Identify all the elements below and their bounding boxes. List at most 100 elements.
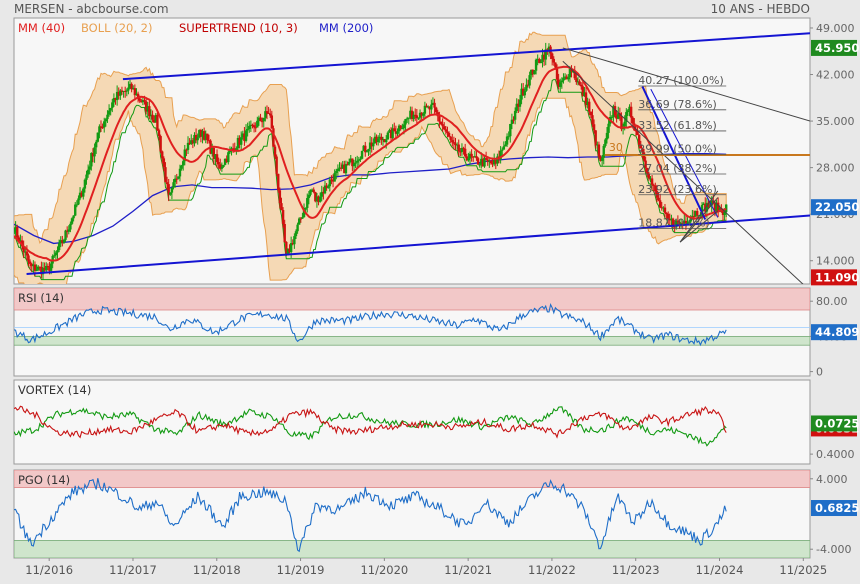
candle-body: [72, 215, 75, 219]
candle-body: [418, 112, 422, 118]
x-tick-label: 11/2017: [109, 563, 157, 577]
panels: 40.27 (100.0%) 36.69 (78.6%) 33.52 (61.8%)…: [13, 17, 859, 559]
candle-body: [520, 88, 523, 100]
candle-body: [120, 90, 124, 92]
candle-body: [101, 127, 104, 129]
candle-body: [310, 189, 314, 191]
candle-body: [646, 167, 649, 174]
candle-body: [702, 203, 705, 206]
candle-body: [43, 267, 46, 271]
candle-body: [412, 114, 415, 119]
candle-body: [17, 237, 21, 243]
fib-label: 33.52 (61.8%): [638, 119, 717, 132]
candle-body: [202, 131, 206, 140]
candle-body: [320, 191, 323, 197]
candle-body: [325, 185, 328, 188]
candle-body: [259, 117, 262, 122]
candle-body: [267, 113, 270, 115]
candle-body: [496, 156, 499, 164]
pgo-last-value: 0.6825: [815, 501, 859, 515]
candle-body: [107, 110, 111, 115]
candle-body: [231, 148, 235, 150]
candle-body: [85, 174, 88, 180]
candle-body: [499, 150, 502, 160]
candle-body: [675, 220, 678, 228]
vortex-minus-line: [14, 405, 727, 439]
candle-body: [378, 136, 381, 139]
candle-body: [663, 207, 667, 213]
candle-body: [106, 114, 109, 120]
vortex-legend: VORTEX (14): [18, 383, 91, 397]
candle-body: [444, 129, 448, 132]
candle-body: [491, 163, 494, 165]
candle-body: [713, 203, 717, 213]
candle-body: [204, 133, 207, 140]
candle-body: [331, 179, 335, 182]
candle-body: [272, 128, 275, 147]
candle-body: [523, 90, 526, 96]
candle-body: [103, 121, 106, 128]
candle-body: [109, 108, 112, 111]
chart-title: MERSEN - abcbourse.com: [14, 2, 169, 16]
candle-body: [173, 178, 177, 183]
candle-body: [594, 130, 597, 146]
candle-body: [352, 163, 356, 167]
candle-body: [143, 100, 146, 102]
candle-body: [344, 164, 348, 174]
candle-body: [315, 196, 319, 202]
candle-body: [401, 128, 404, 130]
candle-body: [550, 53, 554, 59]
candle-body: [712, 201, 715, 204]
candle-body: [676, 220, 680, 222]
candle-body: [33, 264, 37, 271]
candle-body: [196, 137, 199, 141]
candle-body: [679, 222, 683, 225]
candle-body: [214, 154, 217, 159]
trendline: [650, 88, 719, 218]
candle-body: [637, 135, 641, 145]
candle-body: [122, 90, 125, 92]
candle-body: [692, 216, 696, 218]
candle-body: [341, 164, 344, 169]
candle-body: [492, 160, 496, 165]
candle-body: [644, 160, 647, 168]
candle-body: [212, 147, 216, 159]
candle-body: [257, 117, 261, 121]
vortex-plus-value: 0.0725: [815, 416, 859, 430]
x-tick-label: 11/2020: [360, 563, 408, 577]
candle-body: [591, 115, 594, 125]
pgo-last-value-box: [811, 500, 857, 517]
candle-body: [605, 132, 609, 140]
candle-body: [612, 106, 615, 117]
candle-body: [620, 116, 623, 130]
candle-body: [439, 121, 443, 125]
candle-body: [568, 68, 572, 78]
supertrend-line: [14, 79, 727, 281]
candle-body: [16, 226, 19, 238]
candle-body: [399, 125, 402, 129]
candle-body: [652, 184, 655, 186]
candle-body: [388, 130, 391, 133]
candle-body: [404, 119, 407, 125]
candle-body: [347, 161, 351, 165]
period-high-value: 45.950: [815, 41, 859, 55]
candle-body: [552, 58, 555, 63]
fib-label: 23.92 (23.6%): [638, 183, 717, 196]
y-tick-label: 80.00: [816, 295, 848, 308]
candle-body: [649, 178, 652, 180]
candle-body: [244, 130, 248, 141]
candle-body: [67, 229, 70, 232]
candle-body: [417, 117, 420, 119]
candle-body: [135, 93, 138, 96]
candle-body: [175, 178, 178, 180]
candle-body: [547, 46, 551, 51]
candle-body: [364, 145, 367, 153]
candle-body: [488, 161, 491, 163]
y-tick-label: 35.000: [816, 115, 855, 128]
x-tick-label: 11/2023: [612, 563, 660, 577]
candle-body: [715, 202, 718, 213]
candle-body: [443, 126, 446, 130]
candle-body: [217, 162, 220, 165]
candle-body: [312, 189, 315, 193]
trendline: [679, 190, 719, 243]
